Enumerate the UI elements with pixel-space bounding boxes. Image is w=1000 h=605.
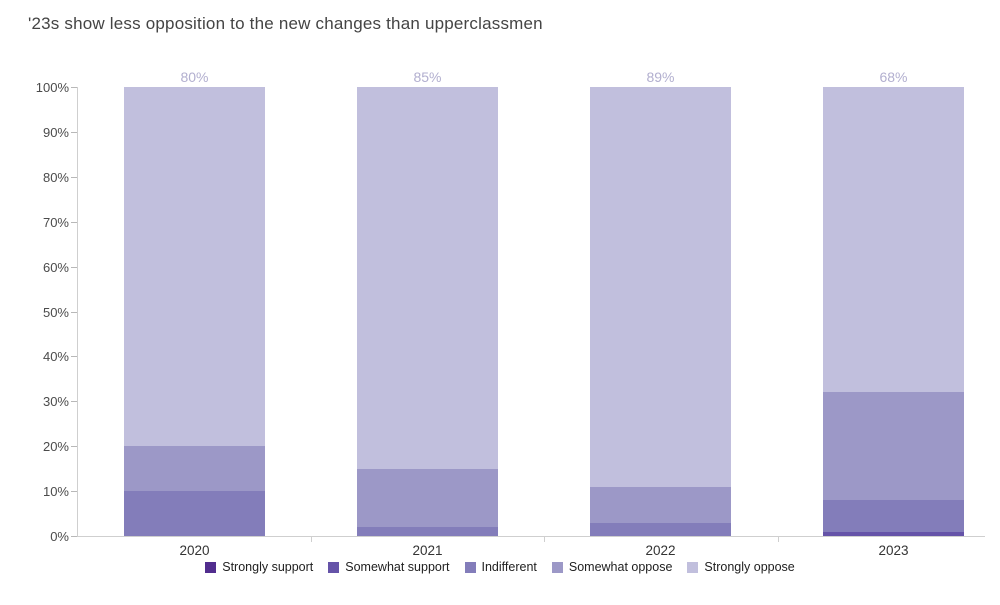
x-axis-tick (311, 537, 312, 542)
y-axis-tick-label: 10% (42, 484, 69, 500)
y-axis-tick-label: 20% (42, 439, 69, 455)
legend-item-somewhat-oppose[interactable]: Somewhat oppose (551, 560, 673, 574)
bar-segment-indifferent-2022[interactable] (590, 522, 731, 536)
x-axis-tick (777, 537, 779, 542)
legend-item-indifferent[interactable]: Indifferent (464, 560, 537, 574)
y-axis-tick-label: 70% (42, 214, 69, 230)
y-axis-tick (71, 401, 77, 403)
x-axis-category-label: 2020 (179, 543, 210, 558)
legend-swatch-icon (205, 561, 217, 573)
y-axis-tick (71, 536, 77, 537)
x-axis-category-label: 2021 (412, 543, 443, 558)
bar-segment-somewhat-oppose-2023[interactable] (823, 392, 964, 501)
y-axis-tick-label: 90% (42, 124, 69, 140)
x-axis-category-label: 2023 (878, 543, 909, 558)
legend-swatch-icon (687, 561, 699, 573)
y-axis-tick (71, 131, 77, 133)
bar-segment-somewhat-oppose-2022[interactable] (590, 486, 731, 523)
y-axis-tick-label: 40% (42, 349, 69, 365)
y-axis-tick-label: 80% (42, 169, 69, 185)
legend-label: Strongly oppose (704, 560, 795, 574)
legend-swatch-icon (328, 561, 340, 573)
y-axis-tick (71, 446, 77, 448)
legend-swatch-icon (551, 561, 563, 573)
legend-label: Strongly support (222, 560, 314, 574)
legend-label: Somewhat support (345, 560, 450, 574)
legend-item-somewhat-support[interactable]: Somewhat support (328, 560, 450, 574)
y-axis-tick (71, 311, 77, 313)
y-axis-tick-label: 30% (42, 394, 69, 410)
bar-segment-indifferent-2020[interactable] (124, 491, 265, 536)
legend-swatch-icon (464, 561, 476, 573)
y-axis-line (77, 87, 78, 537)
bar-value-label: 89% (646, 69, 675, 85)
bar-segment-strongly-oppose-2023[interactable] (823, 87, 964, 393)
bar-segment-somewhat-oppose-2020[interactable] (124, 446, 265, 492)
bar-segment-indifferent-2023[interactable] (823, 500, 964, 532)
chart-title: '23s show less opposition to the new cha… (28, 14, 543, 33)
bar-segment-strongly-oppose-2022[interactable] (590, 87, 731, 487)
bar-value-label: 68% (879, 69, 908, 85)
legend-item-strongly-support[interactable]: Strongly support (205, 560, 313, 574)
bar-segment-somewhat-support-2023[interactable] (823, 531, 964, 536)
y-axis-tick (71, 356, 77, 358)
y-axis-tick-label: 0% (50, 529, 69, 544)
x-axis-line (77, 536, 985, 537)
y-axis-tick-label: 50% (42, 304, 69, 320)
y-axis-tick (71, 176, 77, 178)
x-axis-category-label: 2022 (645, 543, 676, 558)
legend-label: Indifferent (481, 560, 537, 574)
bar-segment-somewhat-oppose-2021[interactable] (357, 468, 498, 527)
bar-segment-indifferent-2021[interactable] (357, 527, 498, 536)
y-axis-tick (71, 221, 77, 223)
y-axis-tick (71, 87, 77, 88)
bar-segment-strongly-oppose-2021[interactable] (357, 87, 498, 469)
y-axis-tick-label: 100% (35, 80, 69, 95)
bar-value-label: 80% (180, 69, 209, 85)
chart-legend: Strongly support Somewhat support Indiffer… (0, 560, 1000, 574)
y-axis-tick (71, 491, 77, 493)
x-axis-tick (544, 537, 545, 542)
legend-item-strongly-oppose[interactable]: Strongly oppose (687, 560, 795, 574)
y-axis-tick-label: 60% (42, 259, 69, 275)
bar-segment-strongly-oppose-2020[interactable] (124, 87, 265, 447)
y-axis-tick (71, 266, 77, 268)
legend-label: Somewhat oppose (568, 560, 673, 574)
bar-value-label: 85% (413, 69, 442, 85)
